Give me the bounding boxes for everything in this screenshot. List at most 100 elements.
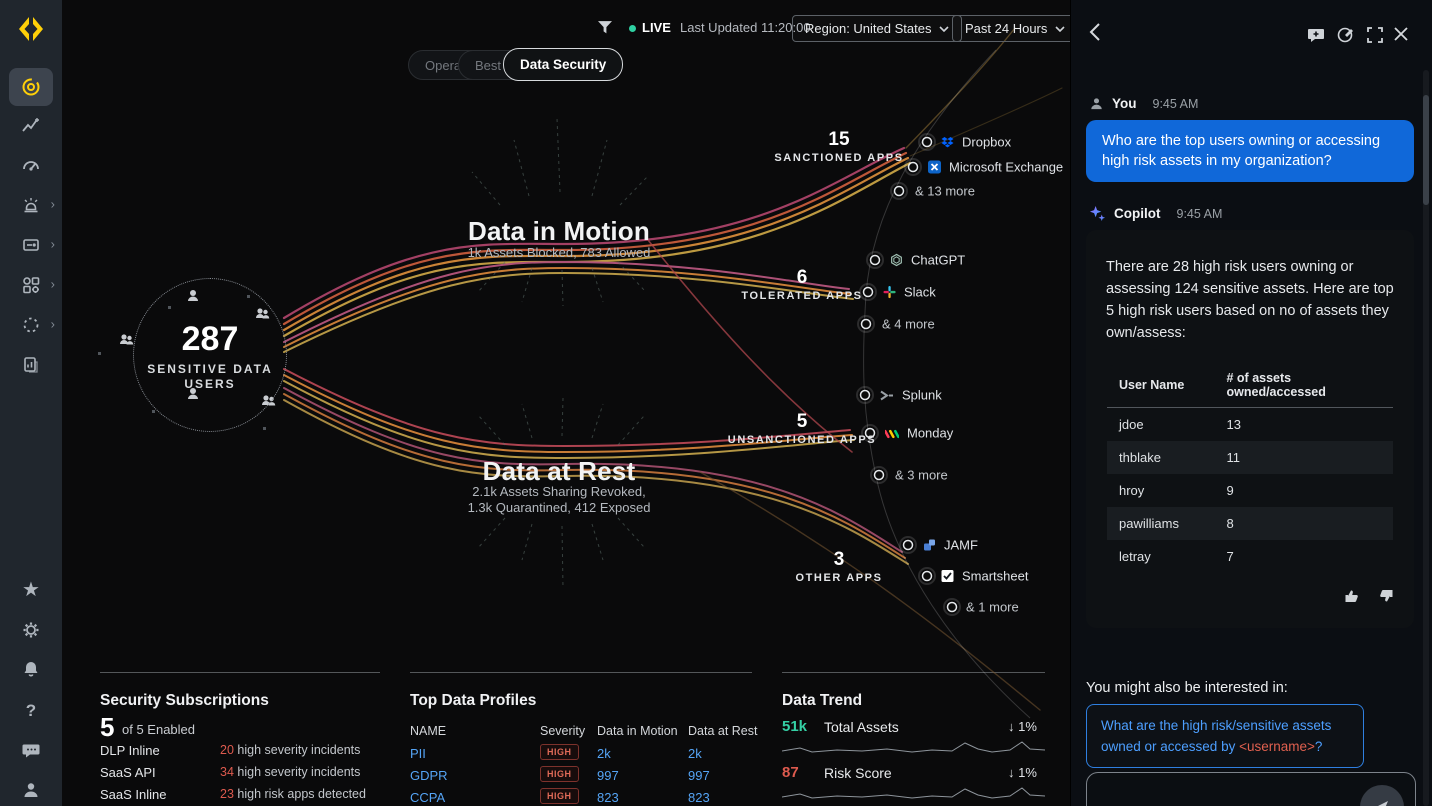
copilot-name: Copilot <box>1114 206 1161 221</box>
count-cell: 9 <box>1226 483 1234 498</box>
filter-icon <box>598 21 612 34</box>
group-count: 5 <box>796 411 808 432</box>
node-jamf <box>902 539 914 551</box>
table-row[interactable]: pawilliams 8 <box>1107 507 1393 540</box>
profile-link[interactable]: GDPR <box>410 768 448 783</box>
compose-button[interactable] <box>1337 26 1355 44</box>
region-dropdown-value: Region: United States <box>805 21 932 36</box>
count-cell: 13 <box>1226 417 1241 432</box>
sidebar-item-favorites[interactable]: ★ <box>0 571 62 609</box>
suggestions-header: You might also be interested in: <box>1086 680 1288 696</box>
filter-button[interactable] <box>598 21 612 34</box>
app-microsoft-exchange[interactable]: Microsoft Exchange <box>928 160 1063 175</box>
profile-link[interactable]: CCPA <box>410 790 446 805</box>
more-label: & 4 more <box>882 316 935 332</box>
sidebar-item-notifications[interactable] <box>0 650 62 688</box>
monday-icon <box>885 429 899 438</box>
new-chat-button[interactable] <box>1307 26 1325 44</box>
region-dropdown[interactable]: Region: United States <box>792 15 963 42</box>
app-tolerated-more[interactable]: & 4 more <box>882 317 935 332</box>
time-range-dropdown[interactable]: Past 24 Hours <box>952 15 1079 42</box>
app-dropbox[interactable]: Dropbox <box>941 135 1011 150</box>
copilot-sparkle-icon <box>1089 205 1106 222</box>
sidebar-item-settings[interactable] <box>0 611 62 649</box>
sidebar-item-feedback[interactable] <box>0 731 62 769</box>
palo-alto-logo[interactable] <box>16 13 46 45</box>
back-button[interactable] <box>1089 22 1101 42</box>
flow-ribbons <box>282 27 1063 711</box>
table-row[interactable]: hroy 9 <box>1107 474 1393 507</box>
trend-total-assets-change: ↓ 1% <box>1008 719 1037 734</box>
close-button[interactable] <box>1393 26 1409 42</box>
scrollbar-thumb[interactable] <box>1423 95 1429 205</box>
send-button[interactable] <box>1360 785 1404 806</box>
profile-link[interactable]: PII <box>410 746 426 761</box>
user-cell: hroy <box>1119 483 1145 498</box>
user-name: You <box>1112 96 1137 111</box>
node-sanctioned-more <box>893 185 905 197</box>
app-sanctioned-more[interactable]: & 13 more <box>915 184 975 199</box>
thumbs-up-button[interactable] <box>1344 588 1360 604</box>
app-other-more[interactable]: & 1 more <box>966 600 1019 615</box>
profile-motion-value[interactable]: 2k <box>597 746 611 761</box>
sidebar-item-products[interactable]: › <box>0 266 62 304</box>
sidebar-item-reports[interactable] <box>0 346 62 384</box>
profile-rest-value[interactable]: 2k <box>688 746 702 761</box>
sidebar-item-command-center[interactable] <box>9 68 53 106</box>
sidebar-item-process-loop[interactable]: › <box>0 306 62 344</box>
profile-motion-value[interactable]: 997 <box>597 768 619 783</box>
user-message-text: Who are the top users owning or accessin… <box>1102 133 1381 169</box>
incident-count: 34 <box>220 765 234 779</box>
thumbs-down-button[interactable] <box>1378 588 1394 604</box>
copilot-message-time: 9:45 AM <box>1176 206 1223 221</box>
node-other-more <box>946 601 958 613</box>
trend-total-assets-value: 51k <box>782 718 808 735</box>
incident-count: 20 <box>220 743 234 757</box>
sensitive-users-circle: 287 SENSITIVE DATA USERS <box>133 278 287 432</box>
app-slack[interactable]: Slack <box>883 285 936 300</box>
group-other: 3 OTHER APPS <box>795 549 882 584</box>
sidebar-item-activity[interactable] <box>0 107 62 145</box>
profile-motion-value[interactable]: 823 <box>597 790 619 805</box>
time-range-value: Past 24 Hours <box>965 21 1048 36</box>
total-assets-sparkline <box>782 741 1045 753</box>
new-chat-icon <box>1308 29 1324 42</box>
app-chatgpt[interactable]: ChatGPT <box>890 253 965 268</box>
user-message-bubble: Who are the top users owning or accessin… <box>1086 120 1414 182</box>
sidebar-item-workflows[interactable]: › <box>0 226 62 264</box>
subscription-value: 20 high severity incidents <box>220 743 360 757</box>
app-splunk[interactable]: Splunk <box>880 388 942 403</box>
decor-dot <box>98 352 101 355</box>
table-row[interactable]: jdoe 13 <box>1107 408 1393 442</box>
table-row[interactable]: thblake 11 <box>1107 441 1393 474</box>
app-monday[interactable]: Monday <box>885 426 953 441</box>
chevron-right-icon: › <box>50 316 55 332</box>
tab-label: Data Security <box>520 57 607 72</box>
user-avatar-icon <box>1091 98 1102 110</box>
splunk-icon <box>880 390 893 400</box>
profile-rest-value[interactable]: 823 <box>688 790 710 805</box>
help-icon: ? <box>25 700 37 720</box>
copilot-panel: You 9:45 AM Who are the top users owning… <box>1070 0 1432 806</box>
hub-data-at-rest-subtitle2: 1.3k Quarantined, 412 Exposed <box>467 500 651 515</box>
sidebar-item-help[interactable]: ? <box>0 691 62 729</box>
sidebar-item-incidents[interactable]: › <box>0 186 62 224</box>
app-smartsheet[interactable]: Smartsheet <box>941 569 1028 584</box>
scrollbar-track[interactable] <box>1423 70 1429 806</box>
table-row[interactable]: letray 7 <box>1107 540 1393 573</box>
sidebar-item-profile[interactable] <box>0 771 62 806</box>
chat-input-box[interactable] <box>1086 772 1416 806</box>
tab-data-security[interactable]: Data Security <box>503 48 624 81</box>
group-unsanctioned: 5 UNSANCTIONED APPS <box>728 411 876 446</box>
more-label: & 13 more <box>915 183 975 199</box>
expand-button[interactable] <box>1366 26 1384 44</box>
app-jamf[interactable]: JAMF <box>923 538 978 553</box>
app-unsanctioned-more[interactable]: & 3 more <box>895 468 948 483</box>
more-label: & 3 more <box>895 467 948 483</box>
sidebar-item-dashboards[interactable] <box>0 146 62 184</box>
count-cell: 7 <box>1226 549 1234 564</box>
suggested-question-card[interactable]: What are the high risk/sensitive assets … <box>1086 704 1364 768</box>
node-unsanctioned-more <box>873 469 885 481</box>
profile-rest-value[interactable]: 997 <box>688 768 710 783</box>
command-center-icon <box>22 78 40 96</box>
